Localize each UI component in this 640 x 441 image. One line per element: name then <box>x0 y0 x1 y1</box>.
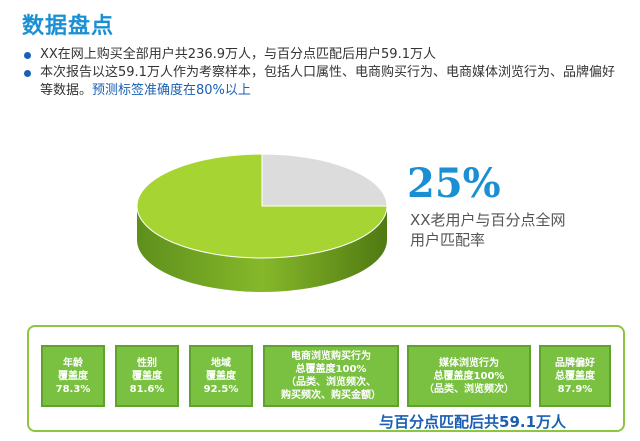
bullet-item-2: 本次报告以这59.1万人作为考察样本，包括人口属性、电商购买行为、电商媒体浏览行… <box>22 64 622 100</box>
box-line: 性别 <box>137 357 157 369</box>
bullet-item-1: XX在网上购买全部用户共236.9万人，与百分点匹配后用户59.1万人 <box>22 46 622 64</box>
box-line: 覆盖度 <box>206 370 236 382</box>
box-line: （品类、浏览频次、 <box>286 377 376 388</box>
box-line: 总覆盖度100% <box>433 370 505 382</box>
box-line: 年龄 <box>63 357 83 369</box>
coverage-box-region: 地域 覆盖度 92.5% <box>189 345 253 407</box>
coverage-box-ecommerce: 电商浏览购买行为 总覆盖度100% （品类、浏览频次、 购买频次、购买金额） <box>263 345 399 407</box>
box-line: 78.3% <box>55 383 91 395</box>
pie-slice-1 <box>136 153 388 259</box>
coverage-box-age: 年龄 覆盖度 78.3% <box>41 345 105 407</box>
box-line: 87.9% <box>557 383 593 395</box>
page-title: 数据盘点 <box>22 14 115 39</box>
bullet-text-2: 本次报告以这59.1万人作为考察样本，包括人口属性、电商购买行为、电商媒体浏览行… <box>40 65 615 98</box>
bullet-highlight-text: 预测标签准确度在80%以上 <box>92 83 251 98</box>
box-line: 覆盖度 <box>58 370 88 382</box>
match-rate-percent: 25% <box>407 160 501 207</box>
box-line: 总覆盖度100% <box>295 364 367 375</box>
caption-line-2: 用户匹配率 <box>410 231 486 249</box>
coverage-box-media: 媒体浏览行为 总覆盖度100% （品类、浏览频次） <box>407 345 531 407</box>
box-line: 92.5% <box>203 383 239 395</box>
caption-line-1: XX老用户与百分点全网 <box>410 211 566 229</box>
matched-total-footer: 与百分点匹配后共59.1万人 <box>379 413 567 431</box>
box-line: 品牌偏好 <box>555 357 595 369</box>
bullet-dot-icon <box>24 52 31 59</box>
box-line: 电商浏览购买行为 <box>291 351 371 362</box>
bullet-dot-icon <box>24 70 31 77</box>
box-line: 地域 <box>211 357 231 369</box>
coverage-box-brand: 品牌偏好 总覆盖度 87.9% <box>539 345 611 407</box>
box-line: 81.6% <box>129 383 165 395</box>
pie-chart <box>136 153 388 292</box>
box-line: 购买频次、购买金额） <box>281 390 381 401</box>
box-line: 总覆盖度 <box>555 370 595 382</box>
bullet-text-1: XX在网上购买全部用户共236.9万人，与百分点匹配后用户59.1万人 <box>40 47 436 62</box>
coverage-panel: 年龄 覆盖度 78.3% 性别 覆盖度 81.6% 地域 覆盖度 92.5% 电… <box>27 325 625 432</box>
match-rate-caption: XX老用户与百分点全网 用户匹配率 <box>410 210 610 250</box>
bullet-list: XX在网上购买全部用户共236.9万人，与百分点匹配后用户59.1万人 本次报告… <box>22 46 622 100</box>
box-line: 媒体浏览行为 <box>439 357 499 369</box>
pie-side <box>137 206 387 292</box>
pie-slice-0 <box>261 153 388 207</box>
box-line: 覆盖度 <box>132 370 162 382</box>
box-line: （品类、浏览频次） <box>424 383 514 395</box>
coverage-box-gender: 性别 覆盖度 81.6% <box>115 345 179 407</box>
